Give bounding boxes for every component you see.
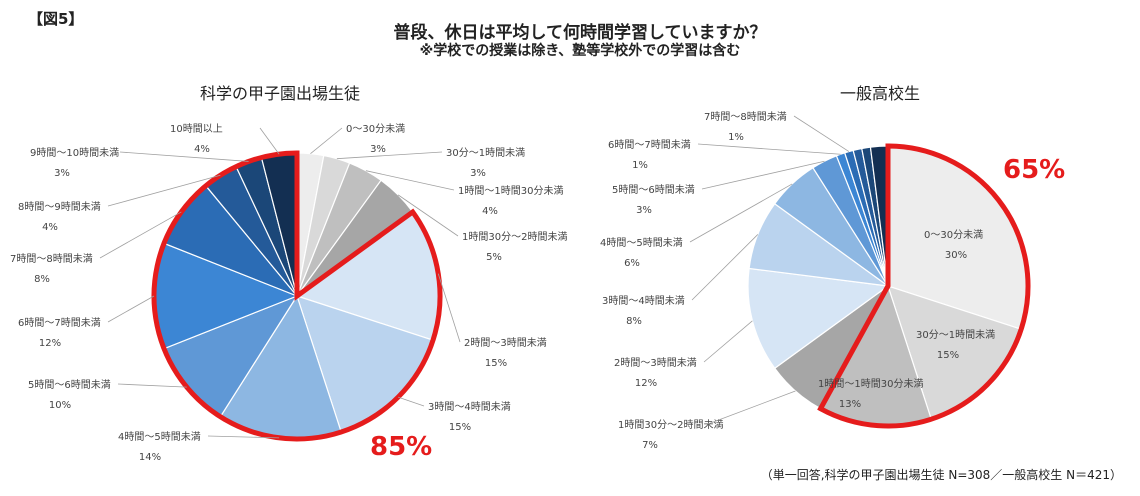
slice-value-label: 15% [485, 358, 507, 369]
slice-value-label: 4% [194, 144, 210, 155]
highlight-percentage: 85% [370, 432, 432, 462]
slice-value-label: 14% [139, 452, 161, 463]
leader-line [691, 234, 759, 301]
slice-value-label: 13% [839, 399, 861, 410]
slice-value-label: 6% [624, 258, 640, 269]
slice-value-label: 12% [635, 378, 657, 389]
slice-value-label: 15% [449, 422, 471, 433]
slice-label: 1時間～1時間30分未満 [818, 378, 923, 390]
figure-label: 【図5】 [28, 10, 84, 28]
slice-label: 1時間～1時間30分未満 [458, 185, 563, 197]
slice-label: 5時間～6時間未満 [28, 379, 111, 391]
slice-value-label: 8% [626, 316, 642, 327]
slice-label: 1時間30分～2時間未満 [618, 419, 723, 431]
leader-line [397, 396, 425, 407]
slice-label: 4時間～5時間未満 [118, 431, 201, 443]
leader-line [701, 160, 825, 190]
leader-line [707, 390, 796, 425]
leader-line [793, 115, 850, 152]
leader-line [119, 151, 249, 162]
leader-line [703, 320, 753, 363]
highlight-percentage: 65% [1003, 155, 1065, 185]
slice-label: 6時間～7時間未満 [18, 317, 101, 329]
slice-label: 7時間～8時間未満 [704, 111, 787, 123]
chart-subtitle: ※学校での授業は除き、塾等学校外での学習は含む [419, 43, 741, 59]
slice-label: 9時間～10時間未満 [30, 147, 119, 159]
slice-value-label: 12% [39, 338, 61, 349]
pie-slice [747, 267, 890, 370]
slice-label: 6時間～7時間未満 [608, 139, 691, 151]
leader-line [310, 127, 343, 154]
highlight-outline [151, 150, 443, 442]
slice-label: 7時間～8時間未満 [10, 253, 93, 265]
slice-value-label: 3% [54, 168, 70, 179]
slice-value-label: 3% [636, 205, 652, 216]
slice-value-label: 10% [49, 400, 71, 411]
highlight-outline [817, 143, 1031, 429]
slice-value-label: 1% [728, 132, 744, 143]
slice-label: 0～30分未満 [924, 229, 983, 241]
pie-title-general-students: 一般高校生 [840, 84, 921, 103]
chart-title: 普段、休日は平均して何時間学習していますか？ [393, 23, 767, 43]
slice-label: 1時間30分～2時間未満 [462, 231, 567, 243]
leader-line [437, 273, 461, 343]
leader-line [107, 295, 155, 323]
slice-label: 30分～1時間未満 [446, 147, 525, 159]
slice-label: 3時間～4時間未満 [602, 295, 685, 307]
slice-label: 2時間～3時間未満 [464, 337, 547, 349]
slice-value-label: 7% [642, 440, 658, 451]
footnote: （単一回答,科学の甲子園出場生徒 N=308／一般高校生 N＝421） [760, 468, 1122, 482]
slice-label: 2時間～3時間未満 [614, 357, 697, 369]
slice-label: 30分～1時間未満 [916, 329, 995, 341]
slice-label: 3時間～4時間未満 [428, 401, 511, 413]
slice-label: 4時間～5時間未満 [600, 237, 683, 249]
leader-line [689, 183, 793, 243]
leader-line [336, 151, 443, 160]
slice-label: 10時間以上 [170, 123, 223, 135]
leader-line [207, 435, 280, 439]
slice-value-label: 3% [370, 144, 386, 155]
slice-value-label: 4% [42, 222, 58, 233]
leader-line [107, 174, 221, 207]
slice-label: 5時間～6時間未満 [612, 184, 695, 196]
leader-line [117, 383, 187, 388]
leader-line [697, 143, 841, 155]
leader-line [259, 127, 280, 155]
pie-title-science-koshien: 科学の甲子園出場生徒 [200, 84, 361, 103]
slice-value-label: 4% [482, 206, 498, 217]
leader-line [365, 170, 455, 191]
slice-value-label: 3% [470, 168, 486, 179]
slice-value-label: 1% [632, 160, 648, 171]
leader-line [99, 211, 182, 259]
slice-value-label: 30% [945, 250, 967, 261]
slice-value-label: 8% [34, 274, 50, 285]
slice-label: 0～30分未満 [346, 123, 405, 135]
slice-value-label: 15% [937, 350, 959, 361]
slice-label: 8時間～9時間未満 [18, 201, 101, 213]
slice-value-label: 5% [486, 252, 502, 263]
leader-line [397, 194, 459, 237]
